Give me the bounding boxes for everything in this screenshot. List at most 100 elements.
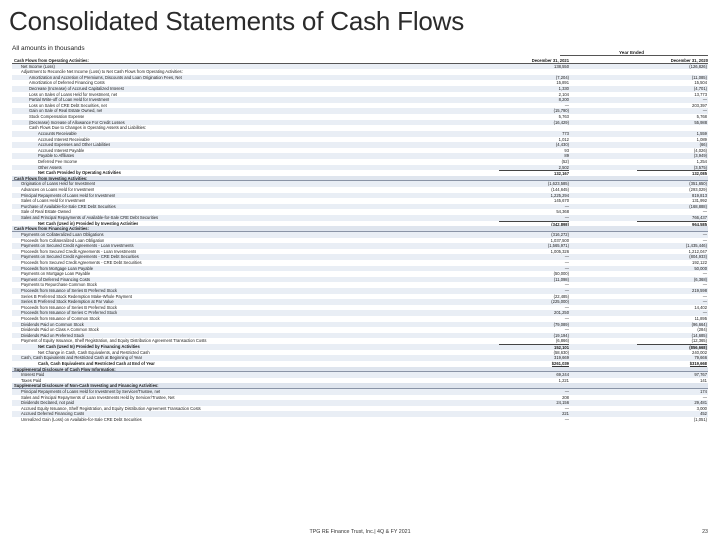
value-2021: (1,623,585) (499, 181, 569, 187)
value-2020: — (637, 209, 707, 215)
table-row: Purchase of Available-for-Sale CRE Debt … (12, 203, 708, 210)
table-row: Series B Preferred Stock Redemption Make… (12, 294, 708, 300)
row-label: Sales of Loans Held for Investment (21, 198, 86, 204)
value-2021: (11,098) (499, 277, 569, 283)
value-2020: (3,575) (637, 165, 707, 171)
row-label: Amortization of Deferred Financing Costs (29, 80, 105, 86)
row-label: Series B Preferred Stock Redemption Make… (21, 293, 132, 299)
row-label: Net Cash (Used In) Provided by Financing… (38, 344, 140, 350)
value-text: (1,565,971) (547, 243, 569, 249)
value-2020: (12,365) (637, 338, 707, 344)
value-2021: 132,167 (499, 170, 569, 177)
value-text: — (702, 310, 707, 316)
row-label: Dividends Declared, not paid (21, 400, 74, 406)
value-2021: (16,429) (499, 120, 569, 126)
value-2020: (351,650) (637, 181, 707, 187)
value-2021: 152,101 (499, 344, 569, 351)
value-2020: $319,668 (637, 360, 707, 367)
value-text: — (564, 287, 569, 293)
value-2021: 69,244 (499, 372, 569, 378)
table-row: Proceeds from Collateralized Loan Obliga… (12, 238, 708, 244)
value-text: December 31, 2021 (531, 58, 569, 63)
value-text: (126,826) (689, 63, 707, 69)
table-row: Proceeds from Mortgage Loan Payable — 50,0… (12, 265, 708, 272)
units-note: All amounts in thousands (12, 45, 85, 52)
value-2020: 79,666 (637, 355, 707, 361)
value-2021: — (499, 254, 569, 260)
row-label: Payable to Affiliates (38, 153, 75, 159)
value-text: 1,221 (558, 377, 569, 383)
value-2021: 24,156 (499, 400, 569, 406)
value-2021: 2,502 (499, 165, 569, 171)
row-label: Accrued Deferred Financing Costs (21, 411, 85, 417)
value-2021: 1,012 (499, 137, 569, 143)
value-2021: 54,368 (499, 209, 569, 215)
value-2021: 201,250 (499, 310, 569, 316)
row-label: Cash Flows from Financing Activities: (14, 226, 89, 232)
value-2021: — (499, 417, 569, 423)
value-2021: (144,645) (499, 187, 569, 193)
value-text: (1,623,585) (547, 181, 569, 187)
table-row: Amortization of Deferred Financing Costs… (12, 80, 708, 86)
value-2020: — (637, 238, 707, 244)
table-row: Origination of Loans Held for Investment… (12, 181, 708, 188)
value-2021: (19,194) (499, 333, 569, 339)
value-2021: (316,272) (499, 232, 569, 238)
value-2021: — (499, 305, 569, 311)
value-2020: — (637, 108, 707, 114)
value-text: 15,504 (694, 80, 707, 86)
value-text: 1,037,500 (550, 237, 569, 243)
row-label: Interest Paid (21, 372, 45, 378)
value-2021: 15,891 (499, 80, 569, 86)
value-text: 201,250 (554, 310, 569, 316)
row-label: Adjustment to Reconcile Net Income (Loss… (21, 69, 183, 75)
value-2020: (4,026) (637, 148, 707, 154)
value-text: — (702, 97, 707, 103)
value-text: 5,763 (558, 114, 569, 120)
value-text: 152,101 (554, 345, 569, 351)
value-2020: 3,000 (637, 406, 707, 412)
value-2020: 11,895 (637, 316, 707, 322)
value-2020: (3,949) (637, 153, 707, 159)
value-text: (856,668) (689, 345, 707, 351)
value-text: 11,895 (694, 316, 707, 322)
value-2020: 14,402 (637, 305, 707, 311)
table-row: Net Cash Provided by Operating Activitie… (12, 170, 708, 176)
value-text: — (564, 304, 569, 310)
row-label: Purchase of Available-for-Sale CRE Debt … (21, 203, 116, 209)
value-text: (293,029) (689, 187, 707, 193)
table-row: Payable to Affiliates 89 (3,949) (12, 153, 708, 159)
value-2020: 174 (637, 389, 707, 395)
value-text: December 31, 2020 (670, 58, 708, 63)
value-text: 5,768 (696, 114, 707, 120)
table-row: Net Change in Cash, Cash Equivalents, an… (12, 350, 708, 356)
value-text: 208 (562, 394, 569, 400)
value-text: (66) (699, 142, 707, 148)
value-2021: — (499, 266, 569, 272)
value-text: (6,866) (555, 338, 569, 344)
value-2021: 93 (499, 148, 569, 154)
table-row: Gain on Sale of Real Estate Owned, net (1… (12, 108, 708, 115)
value-text: 8,200 (558, 97, 569, 103)
value-2021: — (499, 215, 569, 221)
value-text: 13,773 (694, 91, 707, 97)
row-label: Payments on Secured Credit Agreements - … (21, 254, 139, 260)
value-2021: 208 (499, 395, 569, 401)
table-row: Payment of Deferred Financing Costs (11,0… (12, 276, 708, 283)
table-row: Payments on Secured Credit Agreements - … (12, 254, 708, 260)
table-row: Cash Flows from Operating Activities: Dec… (12, 58, 708, 64)
value-2020: (856,668) (637, 344, 707, 351)
table-row: Advances on Loans Held for Investment (14… (12, 187, 708, 193)
value-2020: 55,988 (637, 120, 707, 126)
value-2021: — (499, 288, 569, 294)
value-2021: — (499, 327, 569, 333)
value-2020: 1,089 (637, 137, 707, 143)
row-label: Accounts Receivable (38, 130, 77, 136)
table-row: Payments to Repurchase Common Stock — — (12, 282, 708, 288)
row-label: Loss on Sales of CRE Debt Securities, ne… (29, 102, 107, 108)
row-label: Sales and Principal Repayments of Availa… (21, 215, 159, 221)
table-row: Stock Compensation Expense 5,763 5,768 (12, 114, 708, 120)
row-label: Accrued Interest Receivable (38, 136, 90, 142)
table-row: Accrued Interest Receivable 1,012 1,089 (12, 137, 708, 143)
value-2020: (804,933) (637, 254, 707, 260)
